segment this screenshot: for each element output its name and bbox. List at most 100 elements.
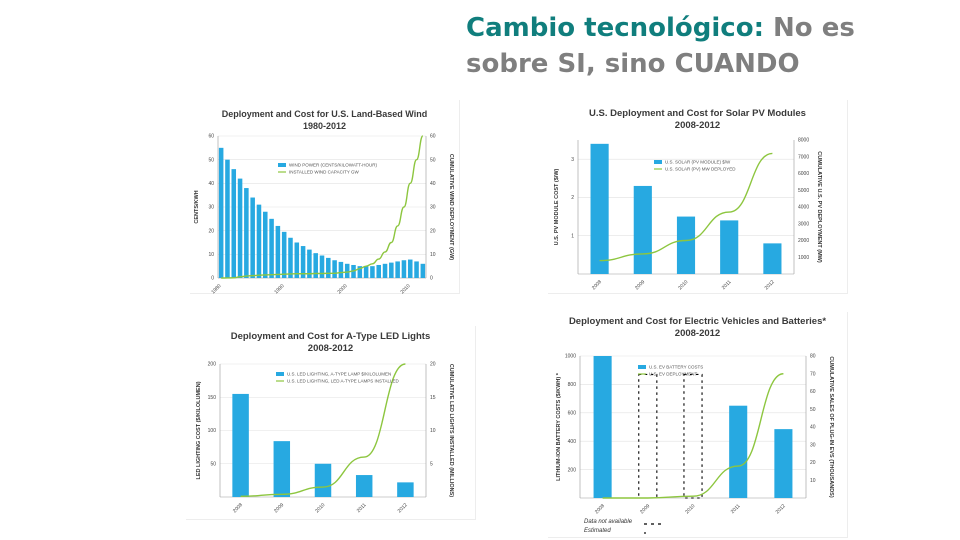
bar — [407, 259, 413, 278]
y-tick-label: 60 — [208, 134, 214, 140]
slide-title: Cambio tecnológico: No es sobre SI, sino… — [466, 10, 946, 82]
x-tick-label: 1980 — [210, 283, 222, 295]
y2-tick-label: 30 — [810, 442, 816, 448]
bar — [593, 356, 612, 498]
legend-swatch-bar — [654, 160, 662, 164]
y2-tick-label: 5 — [430, 461, 433, 467]
y-tick-label: 150 — [208, 395, 217, 401]
legend-label: WIND POWER (CENTS/KILOWATT-HOUR) — [289, 163, 377, 168]
series-line — [599, 152, 773, 262]
y-tick-label: 40 — [208, 181, 214, 187]
x-tick-label: 2011 — [356, 502, 368, 514]
y-tick-label: 3 — [571, 157, 574, 163]
chart-title: Deployment and Cost for Electric Vehicle… — [568, 316, 827, 327]
slide-title-rest: No es sobre SI, sino CUANDO — [466, 13, 855, 79]
legend-label: U.S. LED LIGHTING, LED A-TYPE LAMPS INST… — [287, 379, 399, 384]
y-tick-label: 2 — [571, 195, 574, 201]
y2-tick-label: 10 — [810, 478, 816, 484]
y-axis-label: CENTS/KWH — [194, 190, 200, 223]
bar — [313, 253, 318, 278]
bar — [774, 429, 793, 498]
y2-tick-label: 7000 — [798, 154, 809, 160]
bar — [395, 261, 400, 278]
y2-tick-label: 10 — [430, 428, 436, 434]
bar — [357, 266, 363, 278]
bar — [763, 243, 782, 274]
chart-title-wind: Deployment and Cost for U.S. Land-Based … — [190, 108, 459, 132]
bar — [307, 249, 312, 278]
x-tick-label: 2012 — [397, 502, 409, 514]
x-tick-label: 1990 — [273, 283, 285, 295]
y2-tick-label: 1000 — [798, 255, 809, 261]
series-line — [221, 135, 424, 279]
x-tick-label: 2010 — [314, 502, 326, 514]
series-line — [240, 363, 406, 498]
legend-swatch-bar — [276, 372, 284, 376]
bar — [273, 441, 291, 497]
y2-tick-label: 0 — [430, 276, 433, 282]
bar — [355, 475, 373, 497]
y-tick-label: 10 — [208, 252, 214, 258]
bar — [389, 262, 394, 278]
bar — [401, 260, 407, 278]
bar — [633, 185, 652, 274]
y2-tick-label: 6000 — [798, 171, 809, 177]
y2-tick-label: 2000 — [798, 238, 809, 244]
x-tick-label: 2012 — [764, 279, 776, 291]
y2-tick-label: 60 — [430, 134, 436, 140]
legend-label: INSTALLED WIND CAPACITY GW — [289, 170, 360, 175]
bar — [382, 263, 388, 278]
x-tick-label: 2000 — [337, 283, 349, 295]
y2-tick-label: 40 — [430, 181, 436, 187]
bar — [314, 463, 332, 497]
y2-tick-label: 20 — [810, 460, 816, 466]
bar — [232, 393, 249, 497]
y-axis-label: LED LIGHTING COST ($/KILOLUMEN) — [196, 381, 202, 479]
footnote-symbols — [644, 523, 664, 534]
solar-chart-svg: 1 2 3 1000 2000 3000 4000 5000 6000 7000 8000 U.S. … — [554, 138, 822, 292]
y2-tick-label: 3000 — [798, 221, 809, 227]
x-tick-label: 2009 — [634, 279, 646, 291]
bar — [231, 169, 237, 278]
chart-panel-wind: Deployment and Cost for U.S. Land-Based … — [190, 100, 460, 295]
bar — [376, 264, 381, 278]
bar — [300, 246, 306, 278]
bar — [281, 231, 287, 278]
bar — [729, 405, 748, 498]
footnote-text: Estimated — [584, 528, 611, 534]
footnote-text: Data not available — [584, 519, 633, 525]
y2-tick-label: 70 — [810, 371, 816, 377]
x-tick-label: 2009 — [273, 502, 285, 514]
y2-tick-label: 8000 — [798, 138, 809, 144]
chart-subtitle: 2008-2012 — [307, 343, 354, 354]
legend-label: U.S. EV BATTERY COSTS — [649, 365, 703, 370]
y-tick-label: 800 — [568, 382, 577, 388]
y2-tick-label: 10 — [430, 252, 436, 258]
y2-tick-label: 50 — [810, 407, 816, 413]
bar — [397, 482, 414, 497]
bar — [275, 225, 281, 278]
y2-axis-label: CUMULATIVE U.S. PV DEPLOYMENT (MW) — [816, 151, 822, 263]
bar — [363, 266, 369, 278]
y-tick-label: 50 — [210, 461, 216, 467]
x-tick-label: 2010 — [400, 283, 412, 295]
bar — [370, 266, 375, 278]
bar — [250, 197, 255, 278]
footnote-not-available: Data not available — [584, 519, 632, 525]
legend-swatch-bar — [278, 163, 286, 167]
slide-title-accent: Cambio tecnológico: — [466, 13, 764, 43]
bar — [590, 143, 609, 274]
chart-title: U.S. Deployment and Cost for Solar PV Mo… — [589, 108, 806, 119]
bar — [244, 188, 249, 278]
bar — [338, 261, 344, 278]
x-tick-label: 2008 — [591, 279, 603, 291]
x-tick-label: 2011 — [721, 279, 733, 291]
y2-axis-label: CUMULATIVE LED LIGHTS INSTALLED (MILLION… — [448, 364, 454, 497]
legend-label: U.S. LED LIGHTING, A-TYPE LAMP $/KILOLUM… — [287, 372, 391, 377]
chart-title: Deployment and Cost for U.S. Land-Based … — [221, 109, 428, 119]
x-tick-label: 2008 — [232, 502, 244, 514]
y2-tick-label: 40 — [810, 425, 816, 431]
bar — [225, 159, 230, 278]
bar-not-available — [683, 373, 703, 499]
series-line — [602, 373, 784, 499]
